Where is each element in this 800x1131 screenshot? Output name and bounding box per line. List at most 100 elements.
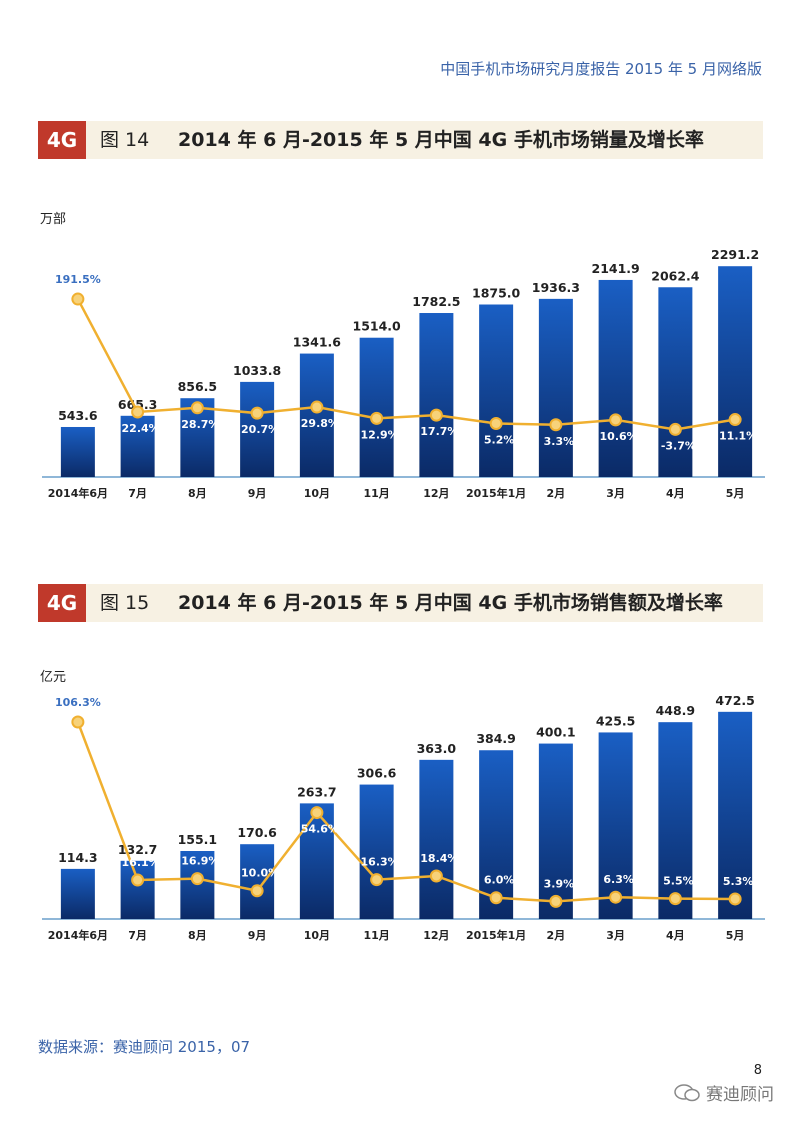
sales-volume-chart: 万部 543.6 2014年6月 665.3 7月 856.5 8月 1033.8 9月 1341… [0, 200, 800, 510]
figure-14-number: 图 14 [100, 129, 150, 151]
page-number: 8 [753, 1063, 762, 1078]
growth-rate-point [190, 401, 204, 415]
bar [718, 266, 753, 477]
growth-rate-point [429, 869, 443, 883]
growth-rate-point [131, 873, 145, 887]
bar-value-label: 2291.2 [711, 247, 759, 262]
sales-revenue-chart: 亿元 114.3 2014年6月 132.7 7月 155.1 8月 170.6 9月 263.7… [0, 660, 800, 950]
x-tick-label: 7月 [128, 929, 147, 942]
bar [598, 279, 633, 477]
bar-value-label: 306.6 [357, 766, 397, 781]
growth-rate-label: 16.1% [122, 856, 160, 869]
x-tick-label: 3月 [606, 487, 625, 500]
x-tick-label: 4月 [666, 487, 685, 500]
bar-value-label: 384.9 [476, 731, 516, 746]
bar-value-label: 1936.3 [532, 280, 580, 295]
bar-value-label: 400.1 [536, 725, 576, 740]
bar-value-label: 1514.0 [353, 319, 402, 334]
bar-value-label: 2141.9 [592, 261, 640, 276]
figure-15-title: 2014 年 6 月-2015 年 5 月中国 4G 手机市场销售额及增长率 [178, 592, 723, 614]
bar [538, 743, 573, 919]
growth-rate-point [190, 872, 204, 886]
growth-rate-point [728, 413, 742, 427]
growth-rate-label: 10.0% [241, 867, 279, 880]
growth-rate-point [131, 405, 145, 419]
bar-value-label: 472.5 [715, 693, 755, 708]
x-tick-label: 2015年1月 [466, 928, 526, 942]
growth-rate-point [668, 422, 682, 436]
bar [538, 298, 573, 477]
bar [479, 750, 514, 919]
bar-value-label: 1782.5 [412, 294, 460, 309]
watermark-text: 赛迪顾问 [706, 1085, 774, 1105]
growth-rate-label: 20.7% [241, 423, 279, 436]
bar [479, 304, 514, 477]
growth-rate-label: 5.2% [484, 433, 515, 446]
bar [658, 287, 693, 477]
bar-value-label: 114.3 [58, 850, 98, 865]
bar-value-label: 1341.6 [293, 335, 342, 350]
growth-rate-point [370, 411, 384, 425]
bar-value-label: 363.0 [417, 741, 457, 756]
growth-rate-point [609, 413, 623, 427]
growth-rate-point [489, 416, 503, 430]
growth-rate-label: 191.5% [55, 273, 101, 286]
bar [60, 426, 95, 477]
bar [240, 844, 275, 919]
bar [658, 722, 693, 919]
bar-value-label: 448.9 [656, 703, 696, 718]
growth-rate-label: 12.9% [361, 428, 399, 441]
growth-rate-point [71, 292, 85, 306]
growth-rate-label: 5.3% [723, 875, 754, 888]
sales-revenue-svg: 亿元114.32014年6月132.77月155.18月170.69月263.7… [40, 670, 765, 942]
figure-14-title: 2014 年 6 月-2015 年 5 月中国 4G 手机市场销量及增长率 [178, 129, 704, 151]
bar [359, 337, 394, 477]
x-tick-label: 5月 [726, 487, 745, 500]
bar-value-label: 425.5 [596, 713, 636, 728]
growth-rate-point [250, 884, 264, 898]
figure-15-number: 图 15 [100, 592, 150, 614]
figure-14-title-bar: 4G 图 14 2014 年 6 月-2015 年 5 月中国 4G 手机市场销… [38, 121, 763, 159]
bar-value-label: 155.1 [178, 832, 218, 847]
bar [419, 313, 454, 477]
watermark: 赛迪顾问 [674, 1080, 774, 1105]
growth-rate-point [310, 806, 324, 820]
chart-unit-label: 万部 [40, 212, 66, 227]
growth-rate-label: 16.3% [361, 856, 399, 869]
x-tick-label: 2月 [547, 929, 566, 942]
bar-value-label: 170.6 [237, 825, 277, 840]
x-tick-label: 8月 [188, 487, 207, 500]
bar [299, 353, 334, 477]
bar-value-label: 543.6 [58, 408, 98, 423]
data-source: 数据来源：赛迪顾问 2015，07 [38, 1038, 251, 1056]
growth-rate-point [429, 408, 443, 422]
figure-15-badge: 4G [38, 584, 86, 622]
chart-unit-label: 亿元 [40, 670, 66, 685]
bar [359, 784, 394, 919]
bar-value-label: 1033.8 [233, 363, 281, 378]
growth-rate-label: 106.3% [55, 696, 101, 709]
x-tick-label: 9月 [248, 929, 267, 942]
x-tick-label: 7月 [128, 487, 147, 500]
growth-rate-label: 22.4% [122, 422, 160, 435]
bar-value-label: 665.3 [118, 397, 158, 412]
figure-14-badge: 4G [38, 121, 86, 159]
x-tick-label: 10月 [304, 487, 330, 500]
x-tick-label: 10月 [304, 929, 330, 942]
x-tick-label: 8月 [188, 929, 207, 942]
x-tick-label: 2014年6月 [48, 486, 108, 500]
growth-rate-label: 29.8% [301, 417, 339, 430]
bar [120, 415, 155, 477]
x-tick-label: 2月 [547, 487, 566, 500]
growth-rate-label: 18.4% [420, 852, 458, 865]
growth-rate-label: 16.9% [181, 855, 219, 868]
bar [240, 381, 275, 477]
bar [120, 860, 155, 919]
growth-rate-label: 5.5% [663, 875, 694, 888]
growth-rate-point [668, 892, 682, 906]
growth-rate-point [549, 894, 563, 908]
report-header: 中国手机市场研究月度报告 2015 年 5 月网络版 [440, 60, 762, 78]
growth-rate-label: 11.1% [719, 430, 757, 443]
growth-rate-line [76, 721, 736, 903]
growth-rate-point [549, 418, 563, 432]
